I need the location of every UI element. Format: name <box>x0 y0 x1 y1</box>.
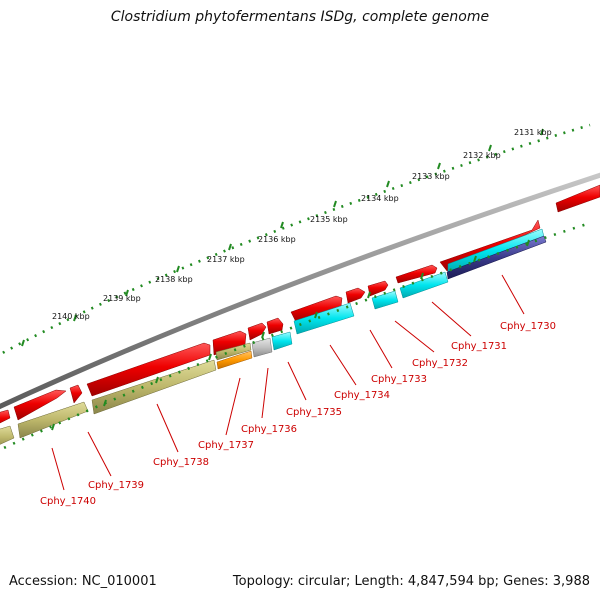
accession-text: Accession: NC_010001 <box>9 574 157 589</box>
inner-scale-ticks <box>51 239 530 431</box>
cog-feature-khaki <box>91 359 217 415</box>
cds-feature <box>290 295 343 323</box>
gene-label-cphy-1731: Cphy_1731 <box>451 341 507 352</box>
cds-feature <box>212 330 247 356</box>
gene-label-cphy-1740: Cphy_1740 <box>40 496 96 507</box>
scale-label-2137: 2137 kbp <box>207 255 245 264</box>
cds-feature <box>345 287 366 304</box>
gene-label-cphy-1733: Cphy_1733 <box>371 374 427 385</box>
map-title: Clostridium phytofermentans ISDg, comple… <box>110 9 490 25</box>
cds-feature <box>86 342 211 397</box>
scale-label-2139: 2139 kbp <box>103 294 141 303</box>
scale-label-2131: 2131 kbp <box>514 128 552 137</box>
cog-feature-cyan <box>447 228 545 273</box>
gene-label-cphy-1732: Cphy_1732 <box>412 358 468 369</box>
gene-label-cphy-1737: Cphy_1737 <box>198 440 254 451</box>
scale-label-2138: 2138 kbp <box>155 275 193 284</box>
cog-feature-cyan <box>293 302 355 335</box>
scale-label-2133: 2133 kbp <box>412 172 450 181</box>
scale-label-2132: 2132 kbp <box>463 151 501 160</box>
gene-label-cphy-1735: Cphy_1735 <box>286 407 342 418</box>
cds-feature <box>395 264 438 284</box>
gene-label-cphy-1738: Cphy_1738 <box>153 457 209 468</box>
outer-scale-dots <box>0 123 591 356</box>
inner-scale-dots <box>0 221 591 452</box>
scale-label-2134: 2134 kbp <box>361 194 399 203</box>
genome-backbone <box>0 172 600 410</box>
genome-summary-text: Topology: circular; Length: 4,847,594 bp… <box>232 574 590 589</box>
gene-label-cphy-1730: Cphy_1730 <box>500 321 556 332</box>
gene-label-cphy-1736: Cphy_1736 <box>241 424 297 435</box>
cds-feature <box>13 389 67 421</box>
cog-feature-cyan <box>371 290 399 310</box>
cds-feature <box>247 322 267 341</box>
cog-feature-navy <box>446 235 547 280</box>
gene-label-cphy-1734: Cphy_1734 <box>334 390 390 401</box>
outer-scale-ticks <box>21 128 544 347</box>
cds-feature <box>266 317 284 335</box>
scale-label-2136: 2136 kbp <box>258 235 296 244</box>
cds-feature <box>69 384 83 404</box>
cog-feature-cyan <box>399 271 449 299</box>
cog-feature-grey <box>251 337 273 358</box>
cds-feature <box>0 409 11 424</box>
scale-label-2140: 2140 kbp <box>52 312 90 321</box>
gene-leader-lines <box>51 274 525 491</box>
cog-feature-cyan <box>271 331 293 351</box>
cog-track <box>0 228 547 445</box>
cog-feature-khaki <box>0 425 15 445</box>
scale-label-2135: 2135 kbp <box>310 215 348 224</box>
cds-feature <box>555 184 600 213</box>
gene-label-cphy-1739: Cphy_1739 <box>88 480 144 491</box>
cog-feature-orange <box>216 350 253 370</box>
